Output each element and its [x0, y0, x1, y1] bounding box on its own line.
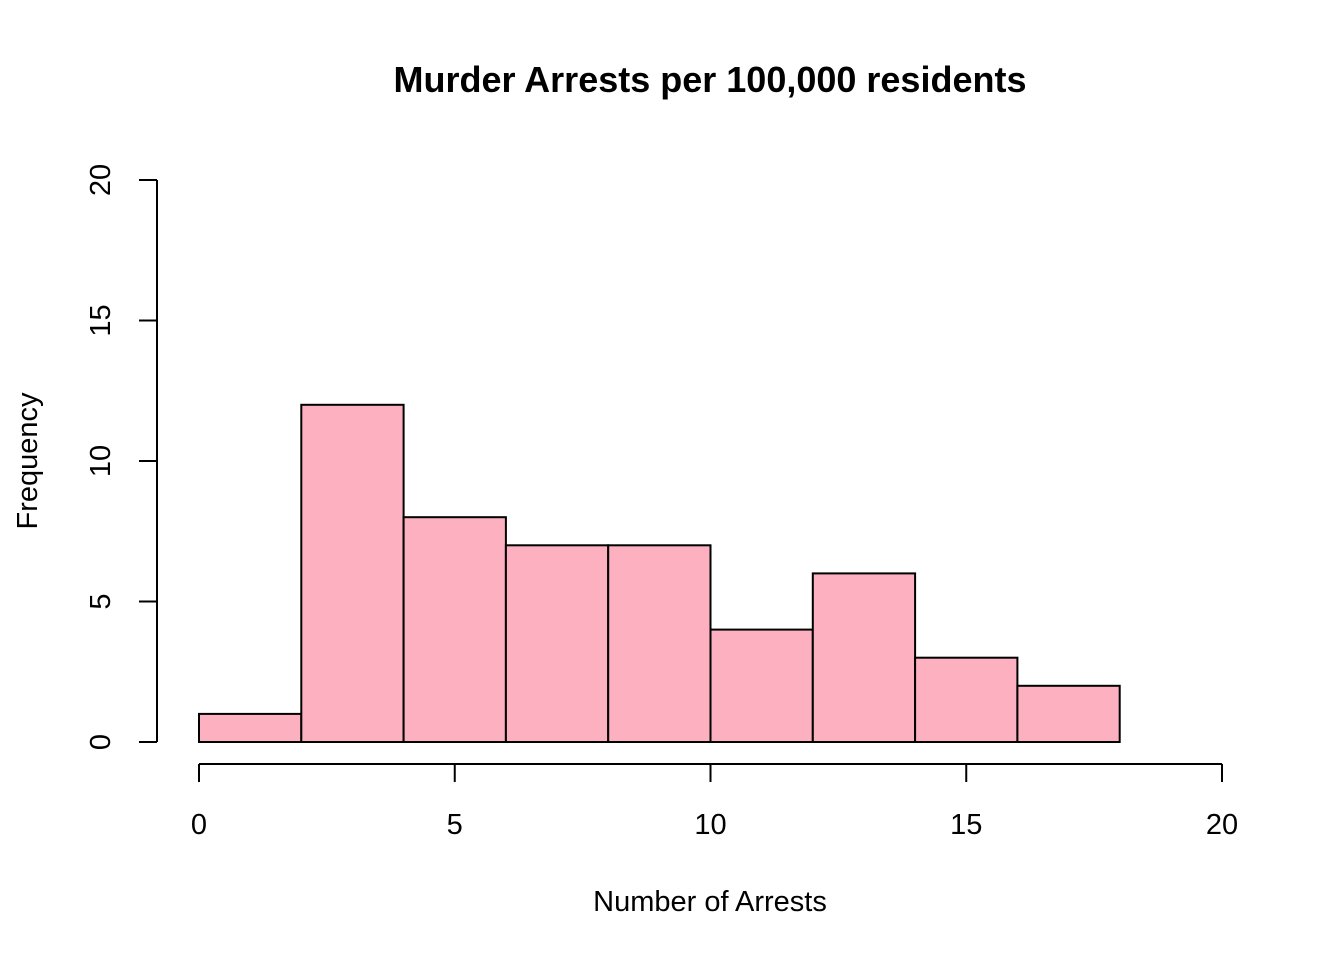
y-tick-label-2: 10	[85, 445, 117, 477]
y-tick-label-4: 20	[85, 164, 117, 196]
x-tick-label-3: 15	[950, 809, 982, 841]
histogram-bar-4	[607, 544, 712, 743]
histogram-bar-1	[300, 403, 405, 743]
x-tick-label-4: 20	[1206, 809, 1238, 841]
histogram-bar-0	[198, 712, 303, 744]
histogram-bar-6	[811, 572, 917, 744]
chart-title: Murder Arrests per 100,000 residents	[394, 59, 1027, 100]
y-axis-label: Frequency	[12, 392, 44, 530]
y-tick-label-0: 0	[85, 734, 117, 750]
x-tick-label-0: 0	[191, 809, 207, 841]
histogram-bar-3	[504, 544, 610, 743]
x-tick-label-2: 10	[694, 809, 726, 841]
x-axis: 0 5 10 15 20	[191, 763, 1238, 841]
y-tick-label-3: 15	[85, 304, 117, 336]
x-tick-label-1: 5	[447, 809, 463, 841]
histogram-bar-5	[709, 628, 814, 743]
bars-group	[198, 403, 1121, 744]
histogram-bar-7	[914, 656, 1019, 744]
histogram-bar-2	[402, 516, 507, 744]
x-axis-label: Number of Arrests	[593, 886, 827, 918]
histogram-bar-8	[1016, 684, 1121, 743]
y-axis: 0 5 10 15 20	[85, 164, 158, 750]
y-tick-label-1: 5	[85, 593, 117, 609]
